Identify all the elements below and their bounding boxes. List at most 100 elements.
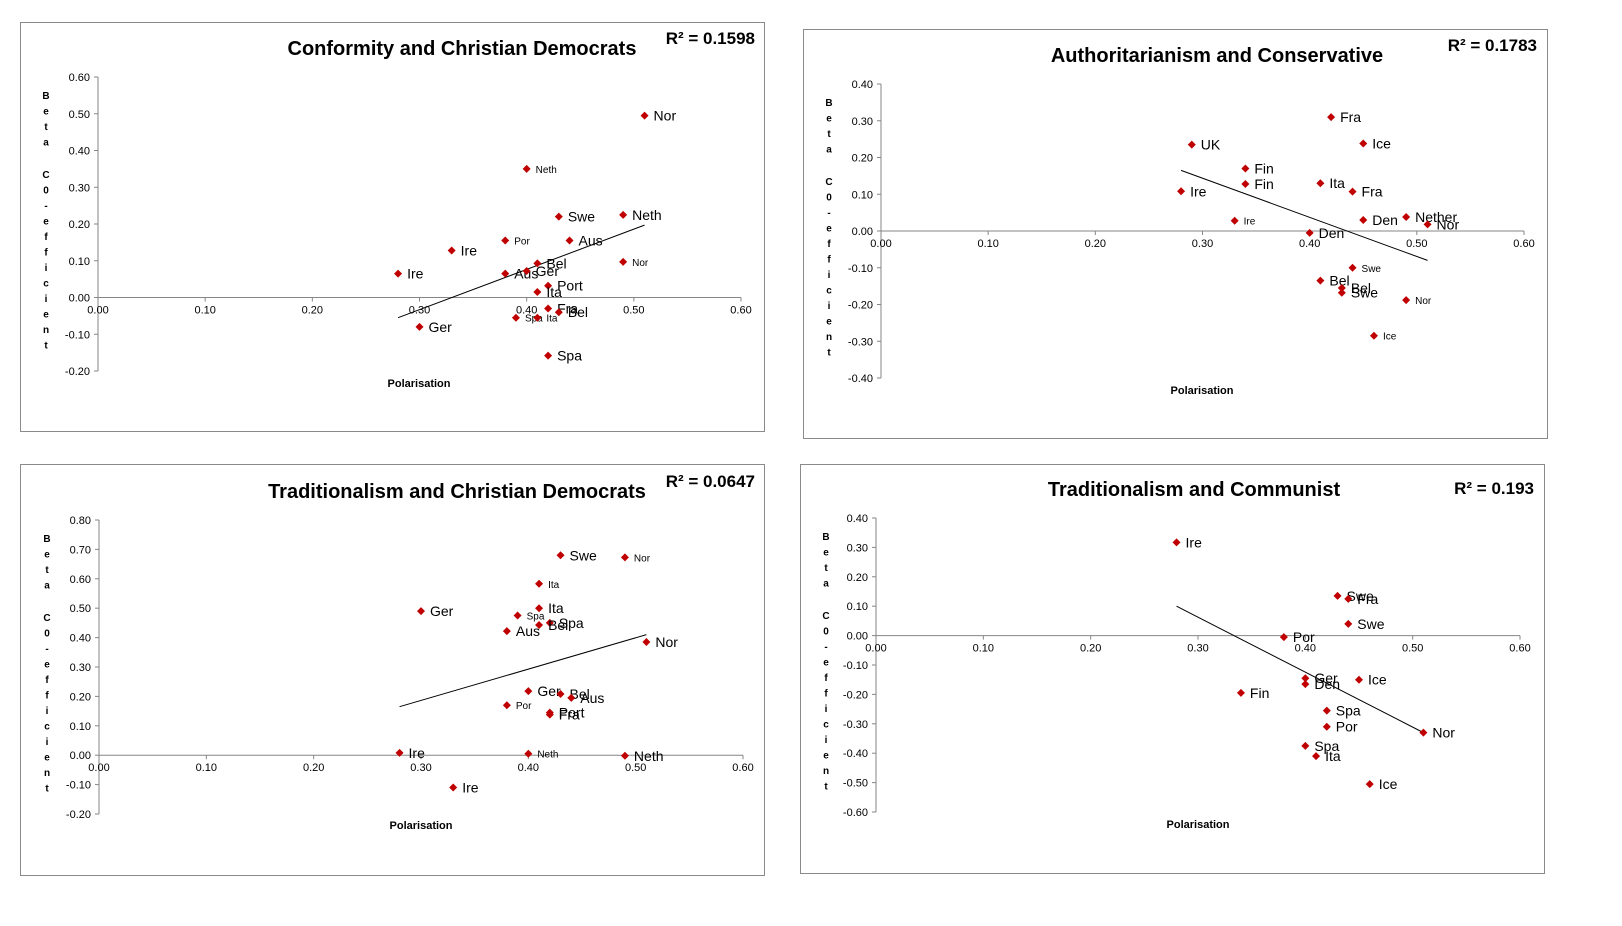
- data-point-label: Fra: [1357, 591, 1378, 607]
- y-axis-label-char: B: [42, 91, 49, 102]
- x-tick-label: 0.20: [1080, 643, 1101, 655]
- data-point-marker: [502, 627, 511, 636]
- data-point-marker: [620, 751, 629, 760]
- data-point-label: Den: [1372, 212, 1398, 228]
- y-axis-label-char: n: [823, 766, 829, 777]
- chart-panel-traditionalism-communist: Traditionalism and Communist R² = 0.193 …: [800, 464, 1545, 874]
- data-point-label: Swe: [1357, 616, 1384, 632]
- y-axis-label-char: -: [45, 644, 48, 655]
- y-axis-label-char: n: [44, 768, 50, 779]
- y-tick-label: 0.40: [847, 513, 868, 525]
- y-axis-label-char: f: [827, 239, 831, 250]
- y-axis-label-char: C: [825, 177, 832, 188]
- data-point-marker: [1333, 591, 1342, 600]
- x-tick-label: 0.30: [410, 762, 431, 774]
- data-point-label: Swe: [570, 547, 597, 563]
- scatter-chart-authoritarianism: Authoritarianism and Conservative R² = 0…: [825, 36, 1537, 397]
- data-point-label: Ita: [546, 284, 562, 300]
- y-tick-label: 0.60: [70, 574, 91, 586]
- data-point-marker: [1369, 331, 1378, 340]
- x-axis-label: Polarisation: [1171, 385, 1234, 397]
- x-tick-label: 0.30: [409, 305, 430, 317]
- y-axis-label-char: e: [823, 658, 829, 669]
- y-tick-label: 0.40: [70, 633, 91, 645]
- x-tick-label: 0.10: [194, 305, 215, 317]
- data-point-marker: [415, 322, 424, 331]
- data-point-label: Ire: [461, 242, 478, 258]
- x-tick-label: 0.20: [1085, 238, 1106, 250]
- chart-panel-conformity: Conformity and Christian Democrats R² = …: [20, 22, 765, 432]
- data-point-marker: [533, 259, 542, 268]
- data-point-marker: [556, 690, 565, 699]
- x-tick-label: 0.20: [302, 305, 323, 317]
- x-tick-label: 0.40: [1299, 238, 1320, 250]
- data-point-marker: [535, 604, 544, 613]
- x-tick-label: 0.50: [1402, 643, 1423, 655]
- y-axis-label-char: c: [43, 279, 49, 290]
- y-axis-label-char: e: [44, 753, 50, 764]
- y-axis-label-char: i: [45, 294, 48, 305]
- y-axis-label-char: 0: [823, 627, 829, 638]
- data-point-label: Spa: [527, 612, 545, 623]
- x-tick-label: 0.10: [973, 643, 994, 655]
- y-axis-label-char: i: [825, 735, 828, 746]
- y-tick-label: 0.30: [852, 116, 873, 128]
- data-point-label: Nor: [632, 258, 649, 269]
- data-point-label: Bel: [546, 255, 566, 271]
- data-point-label: Swe: [1362, 264, 1382, 275]
- data-point-marker: [1322, 706, 1331, 715]
- data-point-label: Ice: [1372, 136, 1391, 152]
- data-point-label: Nor: [1432, 725, 1455, 741]
- data-point-label: Neth: [632, 207, 662, 223]
- y-tick-label: 0.50: [69, 109, 90, 121]
- y-axis-label-char: a: [826, 145, 832, 156]
- data-point-label: Fra: [559, 707, 580, 723]
- data-point-marker: [533, 287, 542, 296]
- y-axis-label-char: C: [42, 170, 49, 181]
- data-point-marker: [1365, 780, 1374, 789]
- y-tick-label: -0.50: [843, 778, 868, 790]
- r-squared-label: R² = 0.193: [1454, 479, 1534, 498]
- y-axis-label-char: -: [824, 642, 827, 653]
- y-tick-label: 0.00: [70, 750, 91, 762]
- y-axis-label-char: n: [43, 325, 49, 336]
- data-point-label: Ger: [536, 263, 560, 279]
- data-point-label: Swe: [1347, 588, 1374, 604]
- y-tick-label: 0.00: [69, 293, 90, 305]
- y-axis-label-char: c: [823, 720, 829, 731]
- y-axis-label-char: f: [824, 673, 828, 684]
- y-tick-label: -0.20: [65, 366, 90, 378]
- data-point-label: Ice: [1368, 672, 1387, 688]
- scatter-chart-traditionalism-cd: Traditionalism and Christian Democrats R…: [43, 472, 755, 832]
- data-point-label: Ice: [1379, 776, 1398, 792]
- x-axis-label: Polarisation: [388, 378, 451, 390]
- y-axis-label-char: f: [45, 675, 49, 686]
- data-point-label: Ire: [407, 266, 424, 282]
- data-point-label: Ger: [430, 603, 454, 619]
- y-axis-label-char: f: [827, 255, 831, 266]
- data-point-marker: [1359, 139, 1368, 148]
- y-tick-label: -0.10: [843, 660, 868, 672]
- data-point-label: Ire: [1244, 217, 1256, 228]
- y-tick-label: 0.30: [69, 182, 90, 194]
- data-point-label: Ice: [1383, 332, 1397, 343]
- y-tick-label: -0.20: [66, 809, 91, 821]
- y-axis-label-char: e: [43, 107, 49, 118]
- data-point-marker: [501, 269, 510, 278]
- data-point-label: Fra: [1362, 184, 1383, 200]
- data-point-marker: [533, 313, 542, 322]
- data-point-marker: [1316, 276, 1325, 285]
- data-point-marker: [417, 607, 425, 616]
- y-tick-label: 0.20: [69, 219, 90, 231]
- data-point-marker: [535, 620, 544, 629]
- data-point-marker: [1359, 215, 1368, 224]
- y-tick-label: 0.30: [847, 542, 868, 554]
- y-axis-label-char: e: [826, 317, 832, 328]
- chart-panel-authoritarianism: Authoritarianism and Conservative R² = 0…: [803, 29, 1548, 439]
- x-tick-label: 0.10: [977, 238, 998, 250]
- data-point-marker: [619, 257, 628, 266]
- y-tick-label: 0.00: [852, 226, 873, 238]
- y-tick-label: 0.70: [70, 544, 91, 556]
- y-tick-label: 0.20: [847, 572, 868, 584]
